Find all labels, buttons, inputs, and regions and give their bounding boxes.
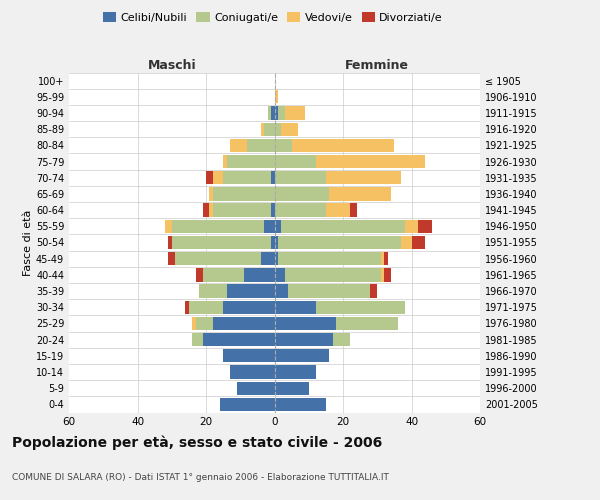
Bar — [223, 300, 275, 314]
Bar — [271, 106, 275, 120]
Bar — [401, 236, 412, 249]
Bar — [213, 317, 275, 330]
Bar — [275, 171, 326, 184]
Bar — [172, 220, 264, 233]
Bar — [261, 252, 275, 266]
Bar — [275, 300, 316, 314]
Bar — [275, 398, 326, 411]
Bar — [285, 268, 380, 281]
Bar — [326, 204, 350, 217]
Bar — [193, 317, 196, 330]
Bar — [244, 268, 275, 281]
Bar — [196, 268, 203, 281]
Bar — [227, 284, 275, 298]
Bar — [271, 171, 275, 184]
Bar — [209, 188, 213, 200]
Bar — [404, 220, 418, 233]
Bar — [223, 171, 271, 184]
Bar — [169, 252, 175, 266]
Bar — [206, 171, 213, 184]
Bar — [275, 382, 309, 395]
Bar — [189, 300, 223, 314]
Bar — [384, 252, 388, 266]
Bar — [380, 252, 384, 266]
Text: Femmine: Femmine — [345, 60, 409, 72]
Bar — [199, 284, 227, 298]
Bar — [275, 138, 292, 152]
Bar — [316, 155, 425, 168]
Bar — [275, 333, 333, 346]
Bar — [203, 268, 244, 281]
Text: COMUNE DI SALARA (RO) - Dati ISTAT 1° gennaio 2006 - Elaborazione TUTTITALIA.IT: COMUNE DI SALARA (RO) - Dati ISTAT 1° ge… — [12, 473, 389, 482]
Bar — [412, 236, 425, 249]
Bar — [185, 300, 189, 314]
Bar — [350, 204, 357, 217]
Bar — [271, 236, 275, 249]
Bar — [418, 220, 432, 233]
Bar — [203, 333, 275, 346]
Bar — [380, 268, 384, 281]
Bar — [329, 188, 391, 200]
Bar — [268, 106, 271, 120]
Bar — [209, 204, 213, 217]
Bar — [285, 106, 305, 120]
Bar — [213, 171, 223, 184]
Legend: Celibi/Nubili, Coniugati/e, Vedovi/e, Divorziati/e: Celibi/Nubili, Coniugati/e, Vedovi/e, Di… — [98, 8, 448, 28]
Bar — [237, 382, 275, 395]
Bar — [213, 204, 271, 217]
Bar — [230, 138, 247, 152]
Text: Maschi: Maschi — [148, 60, 196, 72]
Bar — [196, 317, 213, 330]
Bar — [175, 252, 261, 266]
Bar — [333, 333, 350, 346]
Bar — [275, 122, 281, 136]
Bar — [336, 317, 398, 330]
Bar — [223, 349, 275, 362]
Bar — [370, 284, 377, 298]
Bar — [271, 204, 275, 217]
Bar — [275, 366, 316, 378]
Bar — [275, 155, 316, 168]
Bar — [203, 204, 209, 217]
Bar — [220, 398, 275, 411]
Bar — [288, 284, 370, 298]
Bar — [264, 122, 275, 136]
Bar — [223, 155, 227, 168]
Bar — [275, 188, 329, 200]
Bar — [278, 236, 401, 249]
Bar — [384, 268, 391, 281]
Bar — [275, 106, 278, 120]
Bar — [275, 204, 326, 217]
Bar — [275, 252, 278, 266]
Bar — [275, 284, 288, 298]
Bar — [275, 90, 278, 104]
Bar — [326, 171, 401, 184]
Bar — [227, 155, 275, 168]
Bar — [275, 349, 329, 362]
Bar — [192, 333, 203, 346]
Bar — [278, 252, 380, 266]
Bar — [264, 220, 275, 233]
Bar — [247, 138, 275, 152]
Bar — [230, 366, 275, 378]
Bar — [275, 317, 336, 330]
Bar — [275, 220, 281, 233]
Bar — [213, 188, 275, 200]
Bar — [169, 236, 172, 249]
Bar — [292, 138, 394, 152]
Bar — [275, 268, 285, 281]
Bar — [281, 220, 404, 233]
Bar — [275, 236, 278, 249]
Bar — [281, 122, 298, 136]
Bar — [261, 122, 264, 136]
Text: Popolazione per età, sesso e stato civile - 2006: Popolazione per età, sesso e stato civil… — [12, 436, 382, 450]
Y-axis label: Fasce di età: Fasce di età — [23, 210, 33, 276]
Bar — [278, 106, 285, 120]
Bar — [165, 220, 172, 233]
Bar — [172, 236, 271, 249]
Bar — [316, 300, 404, 314]
